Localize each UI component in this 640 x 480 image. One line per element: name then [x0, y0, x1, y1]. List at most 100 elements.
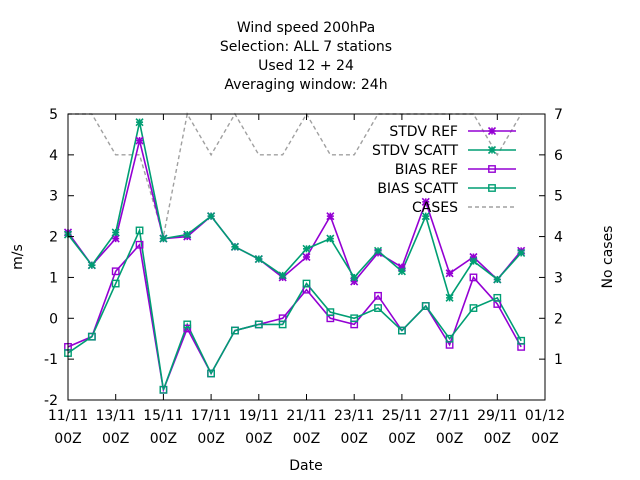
legend-marker [487, 145, 497, 155]
data-point [111, 267, 120, 276]
data-point [135, 118, 144, 127]
data-point [326, 234, 335, 243]
data-point [207, 212, 216, 221]
x-tick-label-date: 19/11 [239, 408, 279, 424]
data-point [183, 320, 192, 329]
x-tick-label-hour: 00Z [531, 431, 558, 447]
data-point [135, 240, 144, 249]
data-point [445, 334, 454, 343]
x-tick-label-hour: 00Z [54, 431, 81, 447]
data-point [159, 234, 168, 243]
y2-tick-label: 7 [554, 107, 563, 123]
y2-tick-label: 5 [554, 189, 563, 205]
x-tick-label-hour: 00Z [388, 431, 415, 447]
x-tick-label-date: 15/11 [143, 408, 183, 424]
series-markers [63, 118, 526, 394]
legend-label: CASES [412, 200, 458, 216]
data-point [207, 369, 215, 378]
x-axis-ticks: 11/11 00Z 13/11 00Z 15/11 00Z 17/11 00Z 19/11 00Z… [48, 114, 565, 447]
data-point [445, 293, 454, 302]
x-tick-label-date: 01/12 [525, 408, 565, 424]
x-tick-label-hour: 00Z [484, 431, 511, 447]
legend-marker [487, 126, 497, 136]
data-point [469, 257, 478, 266]
data-point [493, 293, 502, 302]
x-tick-label-hour: 00Z [245, 431, 272, 447]
x-tick-label-date: 13/11 [96, 408, 136, 424]
y-tick-label: 4 [49, 148, 58, 164]
data-point [397, 267, 406, 276]
x-tick-label-date: 27/11 [429, 408, 469, 424]
y-tick-label: 0 [49, 311, 58, 327]
y-tick-label: 1 [49, 270, 58, 286]
x-tick-label-date: 29/11 [477, 408, 517, 424]
data-point [278, 271, 287, 280]
data-point [231, 326, 239, 335]
y-tick-label: 2 [49, 230, 58, 246]
legend-marker [488, 184, 496, 192]
data-point [87, 261, 96, 270]
data-point [326, 308, 335, 317]
data-point [87, 332, 96, 341]
data-point [302, 244, 311, 253]
title-line: Selection: ALL 7 stations [220, 39, 392, 55]
x-tick-label-hour: 00Z [293, 431, 320, 447]
data-point [302, 252, 311, 262]
y2-tick-label: 1 [554, 352, 563, 368]
data-point [421, 197, 430, 206]
data-point [111, 279, 120, 288]
data-point [469, 304, 478, 312]
y2-tick-label: 2 [554, 311, 563, 327]
data-point [135, 136, 144, 145]
x-axis-label: Date [289, 458, 322, 474]
x-tick-label-date: 21/11 [286, 408, 326, 424]
data-point [493, 275, 502, 284]
series-line-bias-scatt [67, 227, 522, 391]
data-point [350, 273, 359, 282]
data-point [517, 248, 526, 257]
x-tick-label-hour: 00Z [150, 431, 177, 447]
data-point [278, 320, 287, 329]
x-tick-label-date: 11/11 [48, 408, 88, 424]
chart-title: Wind speed 200hPa Selection: ALL 7 statio… [220, 20, 392, 93]
x-tick-label-hour: 00Z [102, 431, 129, 447]
data-point [374, 304, 382, 312]
y2-axis-ticks: 1 2 3 4 5 6 7 [539, 107, 563, 368]
data-point [183, 324, 192, 333]
data-point [230, 242, 240, 251]
data-point [421, 212, 430, 221]
data-point [183, 230, 192, 239]
legend: STDV REF STDV SCATT BIAS REF BIAS SCATT CASE… [372, 124, 516, 216]
y2-tick-label: 3 [554, 270, 563, 286]
y-tick-label: 5 [49, 107, 58, 123]
data-point [111, 234, 120, 243]
data-point [421, 302, 430, 310]
data-point [373, 246, 383, 255]
data-point [517, 336, 526, 345]
data-point [398, 326, 406, 335]
y-tick-label: -2 [44, 393, 58, 409]
x-tick-label-hour: 00Z [436, 431, 463, 447]
data-point [326, 212, 335, 221]
data-point [254, 254, 263, 264]
x-tick-label-date: 25/11 [382, 408, 422, 424]
data-point [111, 228, 120, 237]
y-tick-label: 3 [49, 189, 58, 205]
y2-tick-label: 4 [554, 230, 563, 246]
y2-axis-label: No cases [600, 226, 616, 289]
y-axis-ticks: -2 -1 0 1 2 3 4 5 [44, 107, 74, 409]
data-point [135, 226, 144, 235]
title-line: Used 12 + 24 [258, 58, 354, 74]
x-tick-label-date: 17/11 [191, 408, 231, 424]
legend-label: BIAS SCATT [377, 181, 458, 197]
title-line: Wind speed 200hPa [237, 20, 375, 36]
data-point [374, 291, 382, 300]
legend-label: STDV SCATT [372, 143, 458, 159]
y2-tick-label: 6 [554, 148, 563, 164]
title-line: Averaging window: 24h [224, 77, 387, 93]
data-point [445, 269, 454, 278]
y-tick-label: -1 [44, 352, 58, 368]
data-point [469, 273, 478, 282]
legend-label: STDV REF [389, 124, 458, 140]
